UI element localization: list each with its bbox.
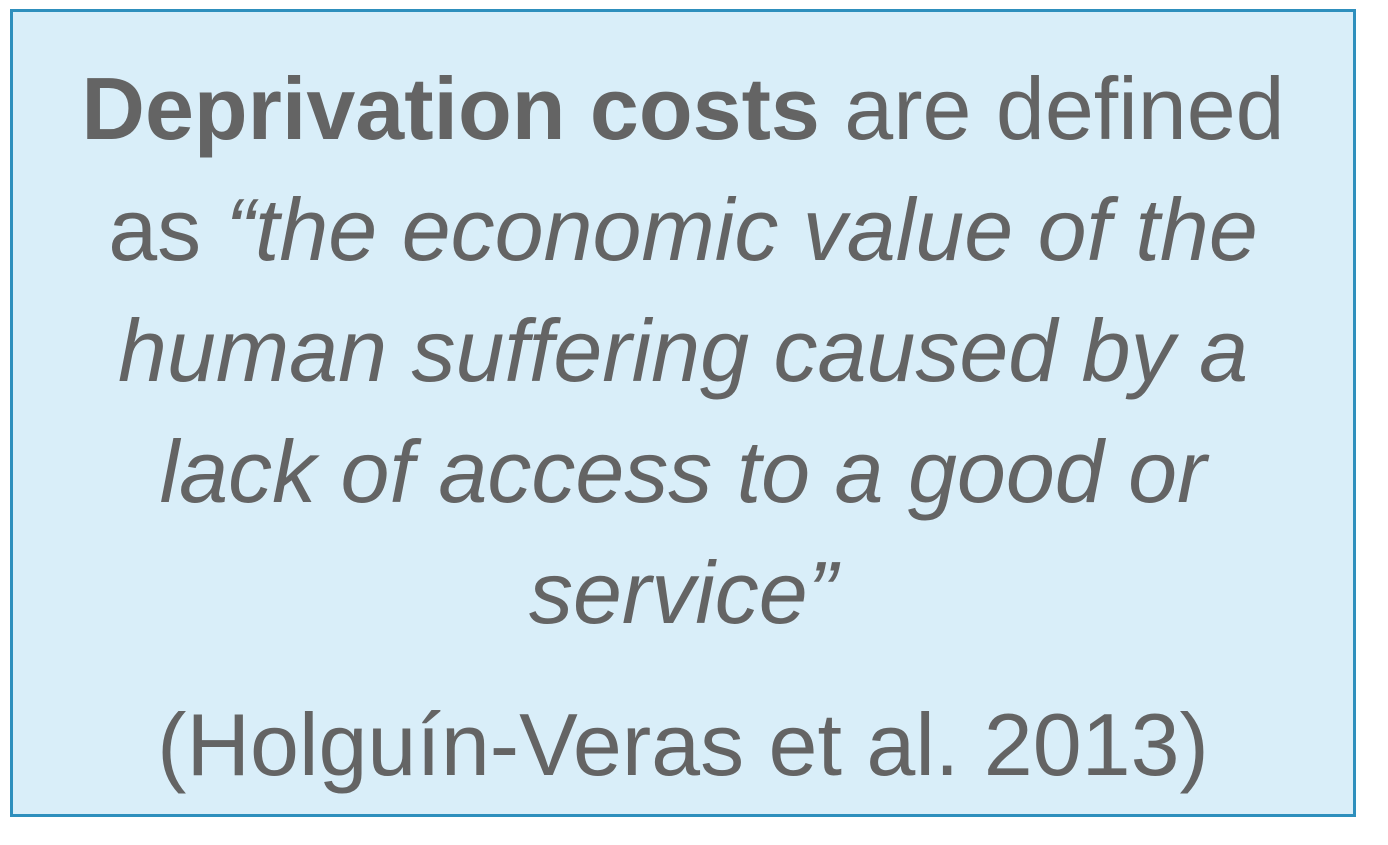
defined-term: Deprivation costs: [81, 59, 820, 158]
definition-quote-line-3: lack of access to a good or: [159, 422, 1207, 521]
definition-quote-line-1: “the economic value of the: [225, 180, 1258, 279]
definition-connector-2: as: [108, 180, 226, 279]
definition-callout-box: Deprivation costs are defined as “the ec…: [10, 9, 1356, 817]
definition-connector-1: are defined: [819, 59, 1285, 158]
definition-quote-line-2: human suffering caused by a: [117, 301, 1249, 400]
definition-text: Deprivation costs are defined as “the ec…: [13, 48, 1353, 653]
definition-quote-line-4: service”: [528, 543, 838, 642]
citation: (Holguín-Veras et al. 2013): [157, 695, 1209, 794]
